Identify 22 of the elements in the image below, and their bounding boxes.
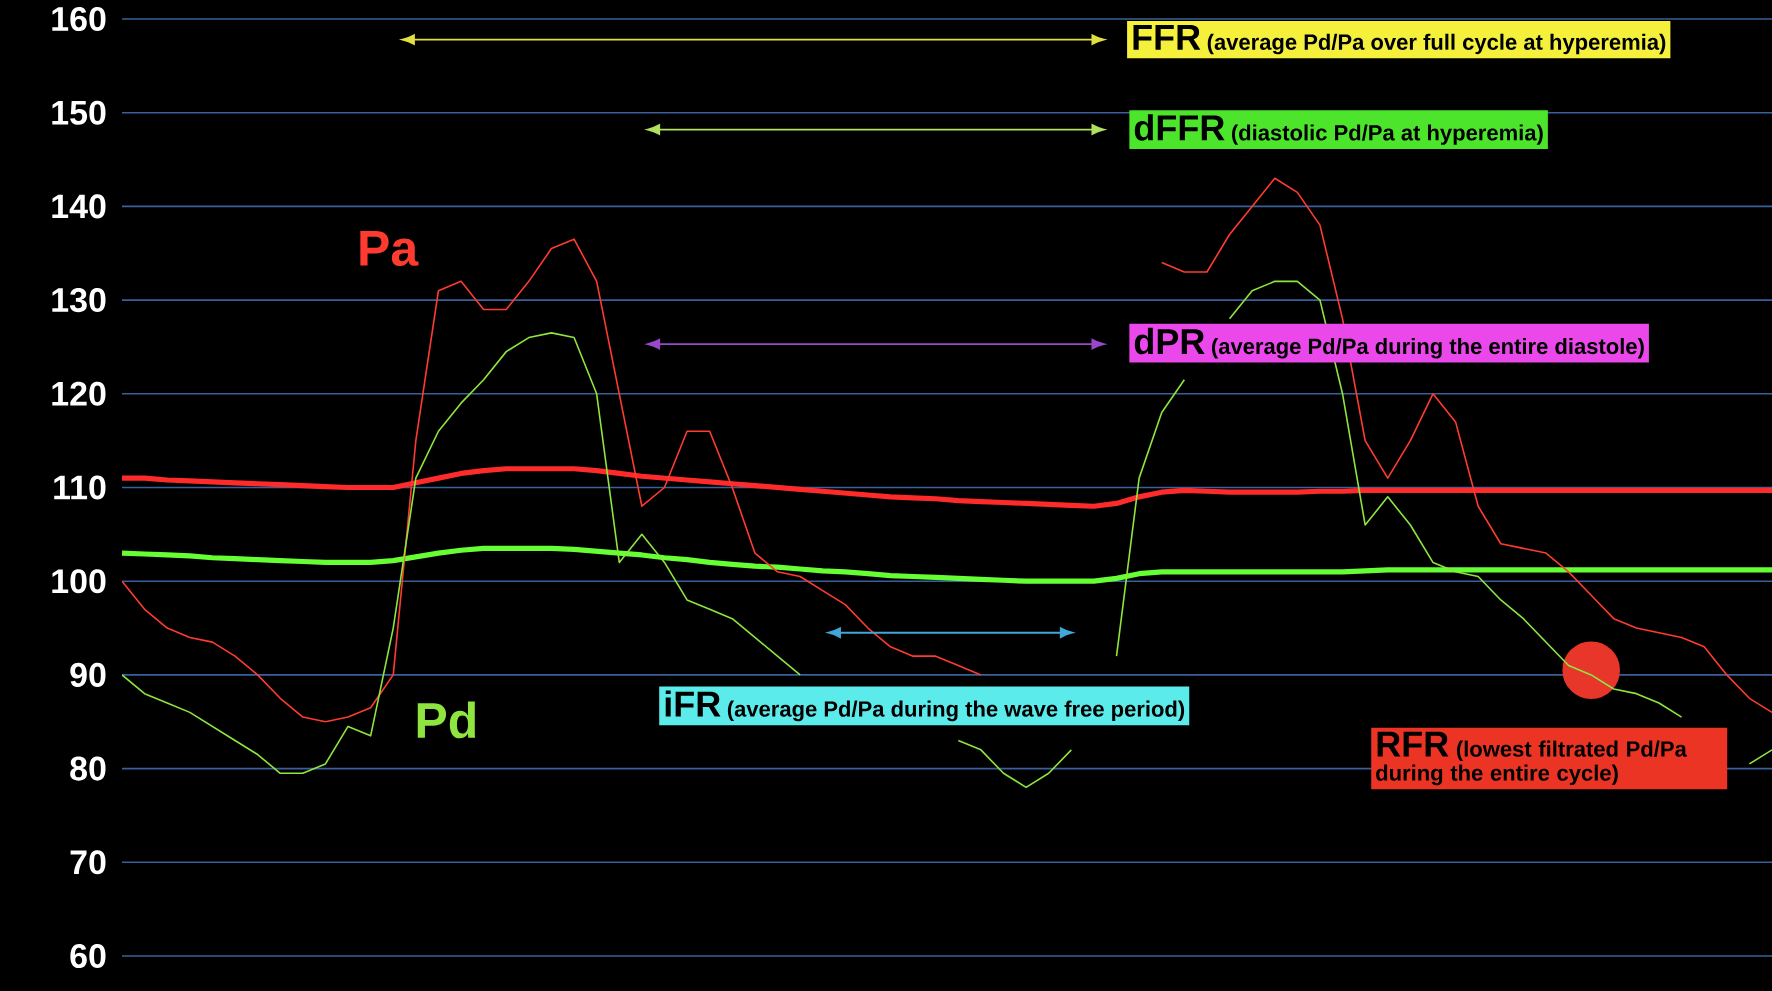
annotation: (diastolic Pd/Pa at hyperemia) <box>1231 124 1543 145</box>
y-tick-label: 110 <box>54 475 106 500</box>
y-tick-label: 70 <box>70 850 106 875</box>
y-tick-label: 60 <box>70 943 106 969</box>
annotation: RFR <box>1377 731 1449 757</box>
series-label: Pd <box>417 701 476 739</box>
annotation: (average Pd/Pa during the wave free period) <box>727 700 1185 722</box>
annotation: FFR <box>1133 24 1201 50</box>
y-tick-label: 100 <box>52 569 106 594</box>
annotation: (average Pd/Pa over full cycle at hyperemia) <box>1207 33 1666 55</box>
y-tick-label: 130 <box>52 288 106 313</box>
y-tick-label: 120 <box>52 381 106 406</box>
y-tick-label: 80 <box>70 756 106 781</box>
annotation: iFR <box>665 690 721 717</box>
annotation: dFFR <box>1134 114 1225 141</box>
series-label: Pa <box>360 231 419 267</box>
y-tick-label: 140 <box>52 194 106 219</box>
annotation: dPR <box>1134 327 1205 355</box>
annotation: (average Pd/Pa during the entire diastole) <box>1212 337 1644 359</box>
y-tick-label: 90 <box>70 662 106 687</box>
y-tick-label: 150 <box>52 100 106 125</box>
y-tick-label: 160 <box>52 6 106 32</box>
